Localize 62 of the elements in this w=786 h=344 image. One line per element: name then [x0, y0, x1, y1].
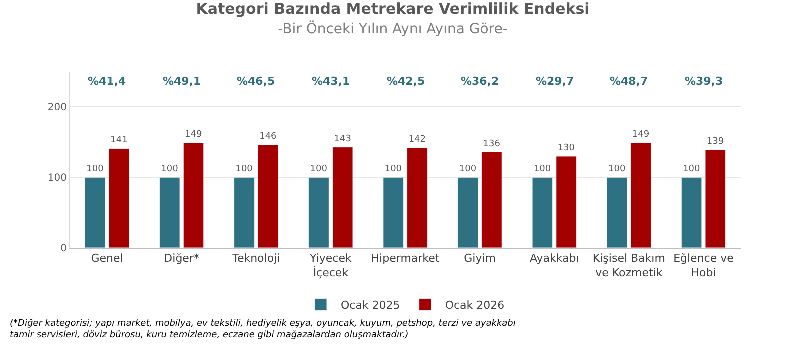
bar [705, 150, 726, 248]
data-label: 139 [706, 137, 724, 148]
bar [160, 177, 180, 248]
x-tick-label: Ayakkabı [530, 252, 580, 266]
annotation: %29,7 [536, 75, 574, 88]
data-label: 143 [334, 134, 352, 144]
x-tick-label: Teknoloji [232, 252, 280, 266]
x-tick-label: Genel [91, 252, 124, 266]
annotation: %49,1 [163, 75, 202, 88]
x-tick-label: Eğlence ve Hobi [674, 252, 734, 280]
data-label: 100 [310, 164, 328, 175]
y-tick-label: 100 [48, 173, 67, 184]
data-label: 146 [260, 132, 278, 142]
data-label: 136 [483, 139, 501, 150]
y-tick-label: 0 [60, 244, 67, 254]
data-label: 149 [185, 130, 202, 140]
data-label: 100 [534, 164, 552, 175]
data-label: 100 [86, 164, 104, 175]
chart-title: Kategori Bazında Metrekare Verimlilik Endeksi [196, 0, 590, 18]
bar [308, 177, 330, 248]
x-tick-label: Yiyecek İçecek [309, 252, 352, 280]
annotation: %43,1 [312, 75, 350, 88]
bar [383, 177, 404, 248]
annotation: %36,2 [461, 75, 500, 88]
bar [258, 144, 279, 248]
text: (*Diğer kategorisi; yapı market, mobilya, ev tekstili, hediyelik eşya, oyuncak, kuyum, petshop, terzi ve ayakkabı tamir servisleri, döviz bürosu, kuru temizleme, eczane gibi mağazalardan oluşmaktadır.) [10, 318, 516, 341]
legend-label: Ocak 2025 [341, 299, 400, 312]
y-tick-label: 200 [48, 102, 67, 114]
data-label: 142 [408, 135, 426, 146]
annotation: %41,4 [88, 75, 127, 88]
bar [630, 142, 652, 248]
data-label: 100 [161, 164, 179, 175]
data-label: 100 [608, 164, 626, 175]
annotation: %46,5 [237, 75, 276, 88]
chart-subtitle: -Bir Önceki Yılın Aynı Ayına Göre- [278, 20, 508, 38]
legend-label: Ocak 2026 [445, 299, 505, 312]
bar [84, 177, 106, 248]
data-label: 149 [632, 130, 650, 140]
bar [332, 147, 354, 248]
bar [606, 177, 628, 248]
bar [458, 177, 479, 248]
data-label: 100 [683, 164, 701, 175]
bar [234, 177, 255, 248]
x-tick-label: Giyim [464, 252, 496, 266]
bar [183, 142, 204, 248]
bar [532, 177, 554, 248]
data-label: 100 [236, 164, 254, 175]
data-label: 130 [558, 143, 576, 154]
annotation: %48,7 [610, 75, 648, 88]
x-tick-label: Kişisel Bakım ve Kozmetik [592, 252, 666, 280]
bar [108, 148, 130, 248]
data-label: 100 [384, 164, 402, 175]
data-label: 141 [110, 136, 128, 146]
bar [482, 152, 502, 248]
bar [556, 156, 577, 248]
bar [407, 148, 428, 248]
x-tick-label: Diğer* [164, 252, 200, 266]
data-label: 100 [459, 164, 477, 175]
annotation: %39,3 [685, 75, 724, 88]
bar [681, 177, 702, 248]
x-tick-label: Hipermarket [371, 252, 440, 266]
annotation: %42,5 [387, 75, 426, 88]
